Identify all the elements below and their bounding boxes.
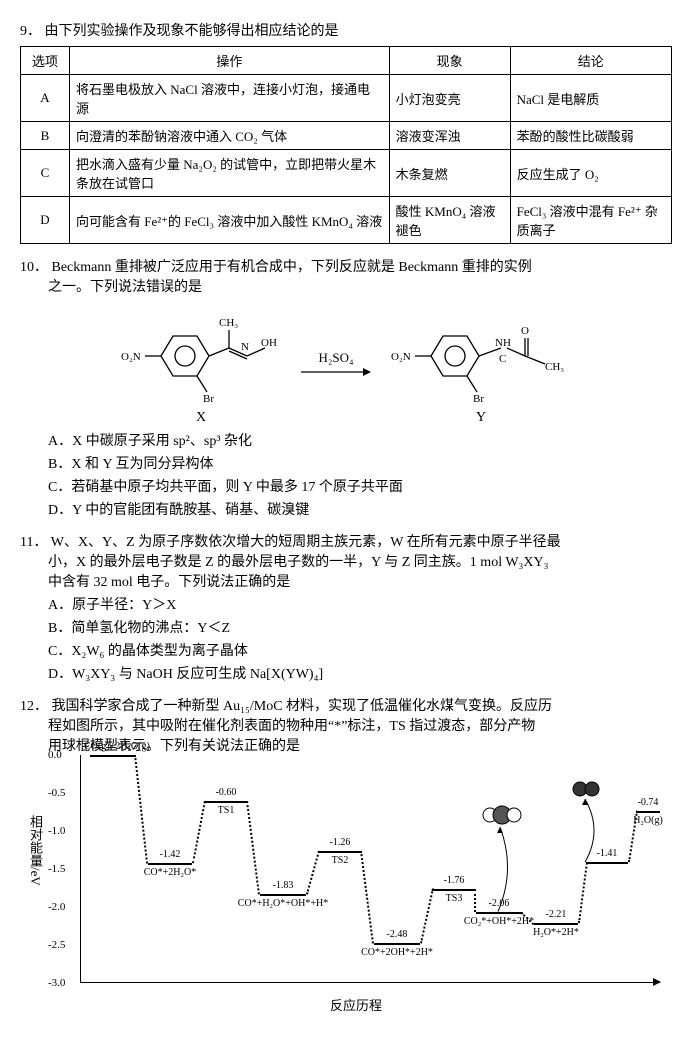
svg-text:C: C	[499, 353, 506, 365]
q11-options: A．原子半径：Y＞X B．简单氢化物的沸点：Y＜Z C．X₂W₆ 的晶体类型为离…	[20, 594, 672, 683]
reagent-label: H₂SO₄	[301, 350, 371, 366]
question-12: 12． 我国科学家合成了一种新型 Au₁₅/MoC 材料，实现了低温催化水煤气变…	[20, 695, 672, 1014]
svg-text:NH: NH	[495, 337, 511, 349]
q12-number: 12．	[20, 699, 48, 714]
q11-number: 11．	[20, 535, 47, 550]
q11-stem-line2: 小，X 的最外层电子数是 Z 的最外层电子数的一半，Y 与 Z 同主族。1 mo…	[20, 551, 672, 571]
reaction-arrow: H₂SO₄	[301, 350, 371, 382]
cell-text: NaCl 是电解质	[510, 75, 671, 122]
molecule-y: O₂N NH C O CH₃ Br Y	[391, 306, 571, 426]
q10-stem-line1: Beckmann 重排被广泛应用于有机合成中，下列反应就是 Beckmann 重…	[52, 260, 532, 275]
table-row: A将石墨电极放入 NaCl 溶液中，连接小灯泡，接通电源小灯泡变亮NaCl 是电…	[21, 75, 672, 122]
q9-number: 9．	[20, 24, 41, 39]
q11-option-c: C．X₂W₆ 的晶体类型为离子晶体	[48, 640, 672, 660]
q10-option-a: A．X 中碳原子采用 sp²、sp³ 杂化	[48, 430, 672, 450]
col-option: 选项	[21, 47, 70, 75]
svg-text:CH₃: CH₃	[219, 317, 238, 329]
q11-option-a: A．原子半径：Y＞X	[48, 594, 672, 614]
q9-table: 选项 操作 现象 结论 A将石墨电极放入 NaCl 溶液中，连接小灯泡，接通电源…	[20, 46, 672, 244]
molecule-x-structure: O₂N CH₃ N OH Br	[121, 306, 281, 406]
molecule-y-label: Y	[476, 410, 486, 426]
q11-stem-line1: W、X、Y、Z 为原子序数依次增大的短周期主族元素，W 在所有元素中原子半径最	[51, 535, 561, 550]
cell-text: 溶液变浑浊	[389, 122, 510, 150]
q10-options: A．X 中碳原子采用 sp²、sp³ 杂化 B．X 和 Y 互为同分异构体 C．…	[20, 430, 672, 519]
q10-stem-line2: 之一。下列说法错误的是	[20, 276, 672, 296]
table-row: C把水滴入盛有少量 Na₂O₂ 的试管中，立即把带火星木条放在试管口木条复燃反应…	[21, 150, 672, 197]
q11-option-d: D．W₃XY₃ 与 NaOH 反应可生成 Na[X(YW)₄]	[48, 663, 672, 683]
q10-option-b: B．X 和 Y 互为同分异构体	[48, 453, 672, 473]
cell-option: A	[21, 75, 70, 122]
reaction-scheme: O₂N CH₃ N OH Br X H₂SO₄	[20, 306, 672, 426]
x-axis-label: 反应历程	[40, 995, 672, 1014]
molecule-x-label: X	[196, 410, 206, 426]
molecule-y-structure: O₂N NH C O CH₃ Br	[391, 306, 571, 406]
q9-stem: 由下列实验操作及现象不能够得出相应结论的是	[45, 24, 339, 39]
question-9: 9． 由下列实验操作及现象不能够得出相应结论的是 选项 操作 现象 结论 A将石…	[20, 20, 672, 244]
cell-text: 酸性 KMnO₄ 溶液褪色	[389, 197, 510, 244]
svg-text:CH₃: CH₃	[545, 361, 564, 373]
svg-text:O₂N: O₂N	[121, 351, 141, 363]
svg-text:O₂N: O₂N	[391, 351, 411, 363]
cell-text: 木条复燃	[389, 150, 510, 197]
cell-text: 苯酚的酸性比碳酸弱	[510, 122, 671, 150]
svg-text:OH: OH	[261, 337, 277, 349]
q12-stem-line1: 我国科学家合成了一种新型 Au₁₅/MoC 材料，实现了低温催化水煤气变换。反应…	[52, 699, 553, 714]
q12-stem-line2: 程如图所示，其中吸附在催化剂表面的物种用“*”标注，TS 指过渡态，部分产物	[20, 715, 672, 735]
cell-text: 向可能含有 Fe²⁺的 FeCl₃ 溶液中加入酸性 KMnO₄ 溶液	[70, 197, 390, 244]
molecule-x: O₂N CH₃ N OH Br X	[121, 306, 281, 426]
q10-option-d: D．Y 中的官能团有酰胺基、硝基、碳溴键	[48, 499, 672, 519]
q11-stem-line3: 中含有 32 mol 电子。下列说法正确的是	[20, 571, 672, 591]
q10-option-c: C．若硝基中原子均共平面，则 Y 中最多 17 个原子共平面	[48, 476, 672, 496]
svg-text:O: O	[521, 325, 529, 337]
question-11: 11． W、X、Y、Z 为原子序数依次增大的短周期主族元素，W 在所有元素中原子…	[20, 531, 672, 683]
cell-option: B	[21, 122, 70, 150]
table-row: D向可能含有 Fe²⁺的 FeCl₃ 溶液中加入酸性 KMnO₄ 溶液酸性 KM…	[21, 197, 672, 244]
cell-option: D	[21, 197, 70, 244]
q11-option-b: B．简单氢化物的沸点：Y＜Z	[48, 617, 672, 637]
energy-profile-chart: 相对能量/eV 0.0-0.5-1.0-1.5-2.0-2.5-3.0CO(g)…	[40, 755, 660, 995]
cell-option: C	[21, 150, 70, 197]
col-phenomenon: 现象	[389, 47, 510, 75]
cell-text: 小灯泡变亮	[389, 75, 510, 122]
cell-text: 将石墨电极放入 NaCl 溶液中，连接小灯泡，接通电源	[70, 75, 390, 122]
table-header-row: 选项 操作 现象 结论	[21, 47, 672, 75]
question-10: 10． Beckmann 重排被广泛应用于有机合成中，下列反应就是 Beckma…	[20, 256, 672, 519]
svg-text:N: N	[241, 341, 249, 353]
q10-number: 10．	[20, 260, 48, 275]
col-operation: 操作	[70, 47, 390, 75]
col-conclusion: 结论	[510, 47, 671, 75]
ball-stick-overlay	[40, 755, 660, 995]
table-row: B向澄清的苯酚钠溶液中通入 CO₂ 气体溶液变浑浊苯酚的酸性比碳酸弱	[21, 122, 672, 150]
cell-text: 把水滴入盛有少量 Na₂O₂ 的试管中，立即把带火星木条放在试管口	[70, 150, 390, 197]
svg-text:Br: Br	[473, 393, 484, 405]
svg-text:Br: Br	[203, 393, 214, 405]
cell-text: 反应生成了 O₂	[510, 150, 671, 197]
cell-text: 向澄清的苯酚钠溶液中通入 CO₂ 气体	[70, 122, 390, 150]
energy-value-label: CO(g)+2H₂O(g)	[84, 741, 142, 752]
cell-text: FeCl₃ 溶液中混有 Fe²⁺ 杂质离子	[510, 197, 671, 244]
